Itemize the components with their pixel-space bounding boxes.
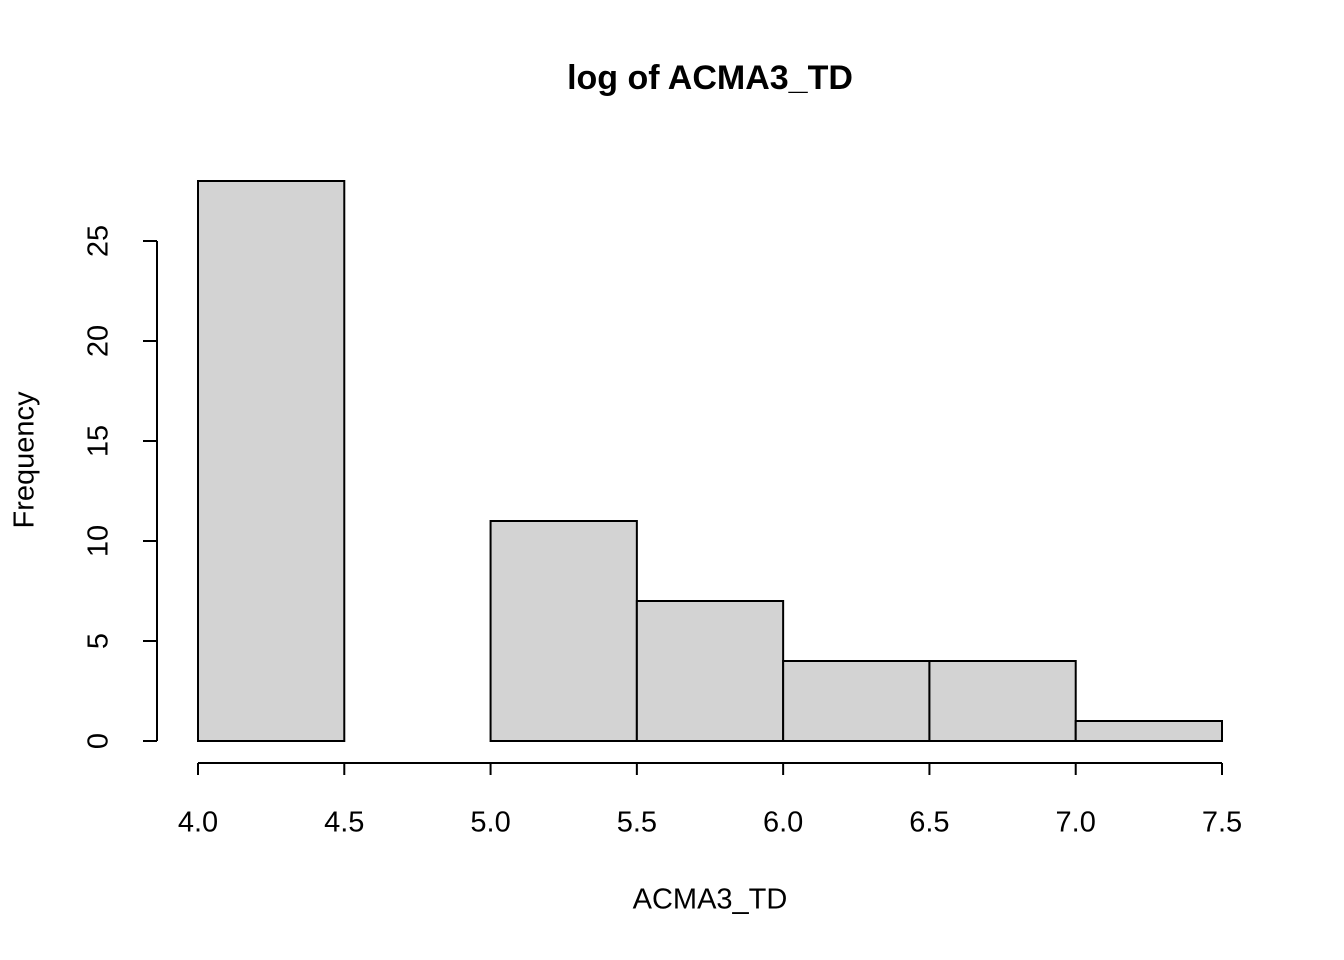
bar [1074,720,1223,742]
y-tick-label: 10 [83,525,115,557]
x-tick-label: 5.0 [470,807,510,839]
x-tick-label: 4.5 [324,807,364,839]
y-tick-label: 5 [83,633,115,649]
y-tick-label: 0 [83,733,115,749]
y-tick-label: 20 [83,325,115,357]
bar [197,180,346,742]
x-tick-label: 7.5 [1202,807,1242,839]
bar [489,520,638,742]
x-tick-label: 7.0 [1056,807,1096,839]
x-tick-label: 6.0 [763,807,803,839]
y-tick-label: 25 [83,225,115,257]
x-tick-label: 6.5 [909,807,949,839]
bar [782,660,931,742]
x-tick-label: 4.0 [178,807,218,839]
y-axis-label: Frequency [9,391,41,529]
x-tick-label: 5.5 [617,807,657,839]
chart-title: log of ACMA3_TD [567,59,853,97]
bar [635,600,785,742]
x-axis-label: ACMA3_TD [633,884,788,916]
bar [928,660,1077,742]
y-tick-label: 15 [83,425,115,457]
